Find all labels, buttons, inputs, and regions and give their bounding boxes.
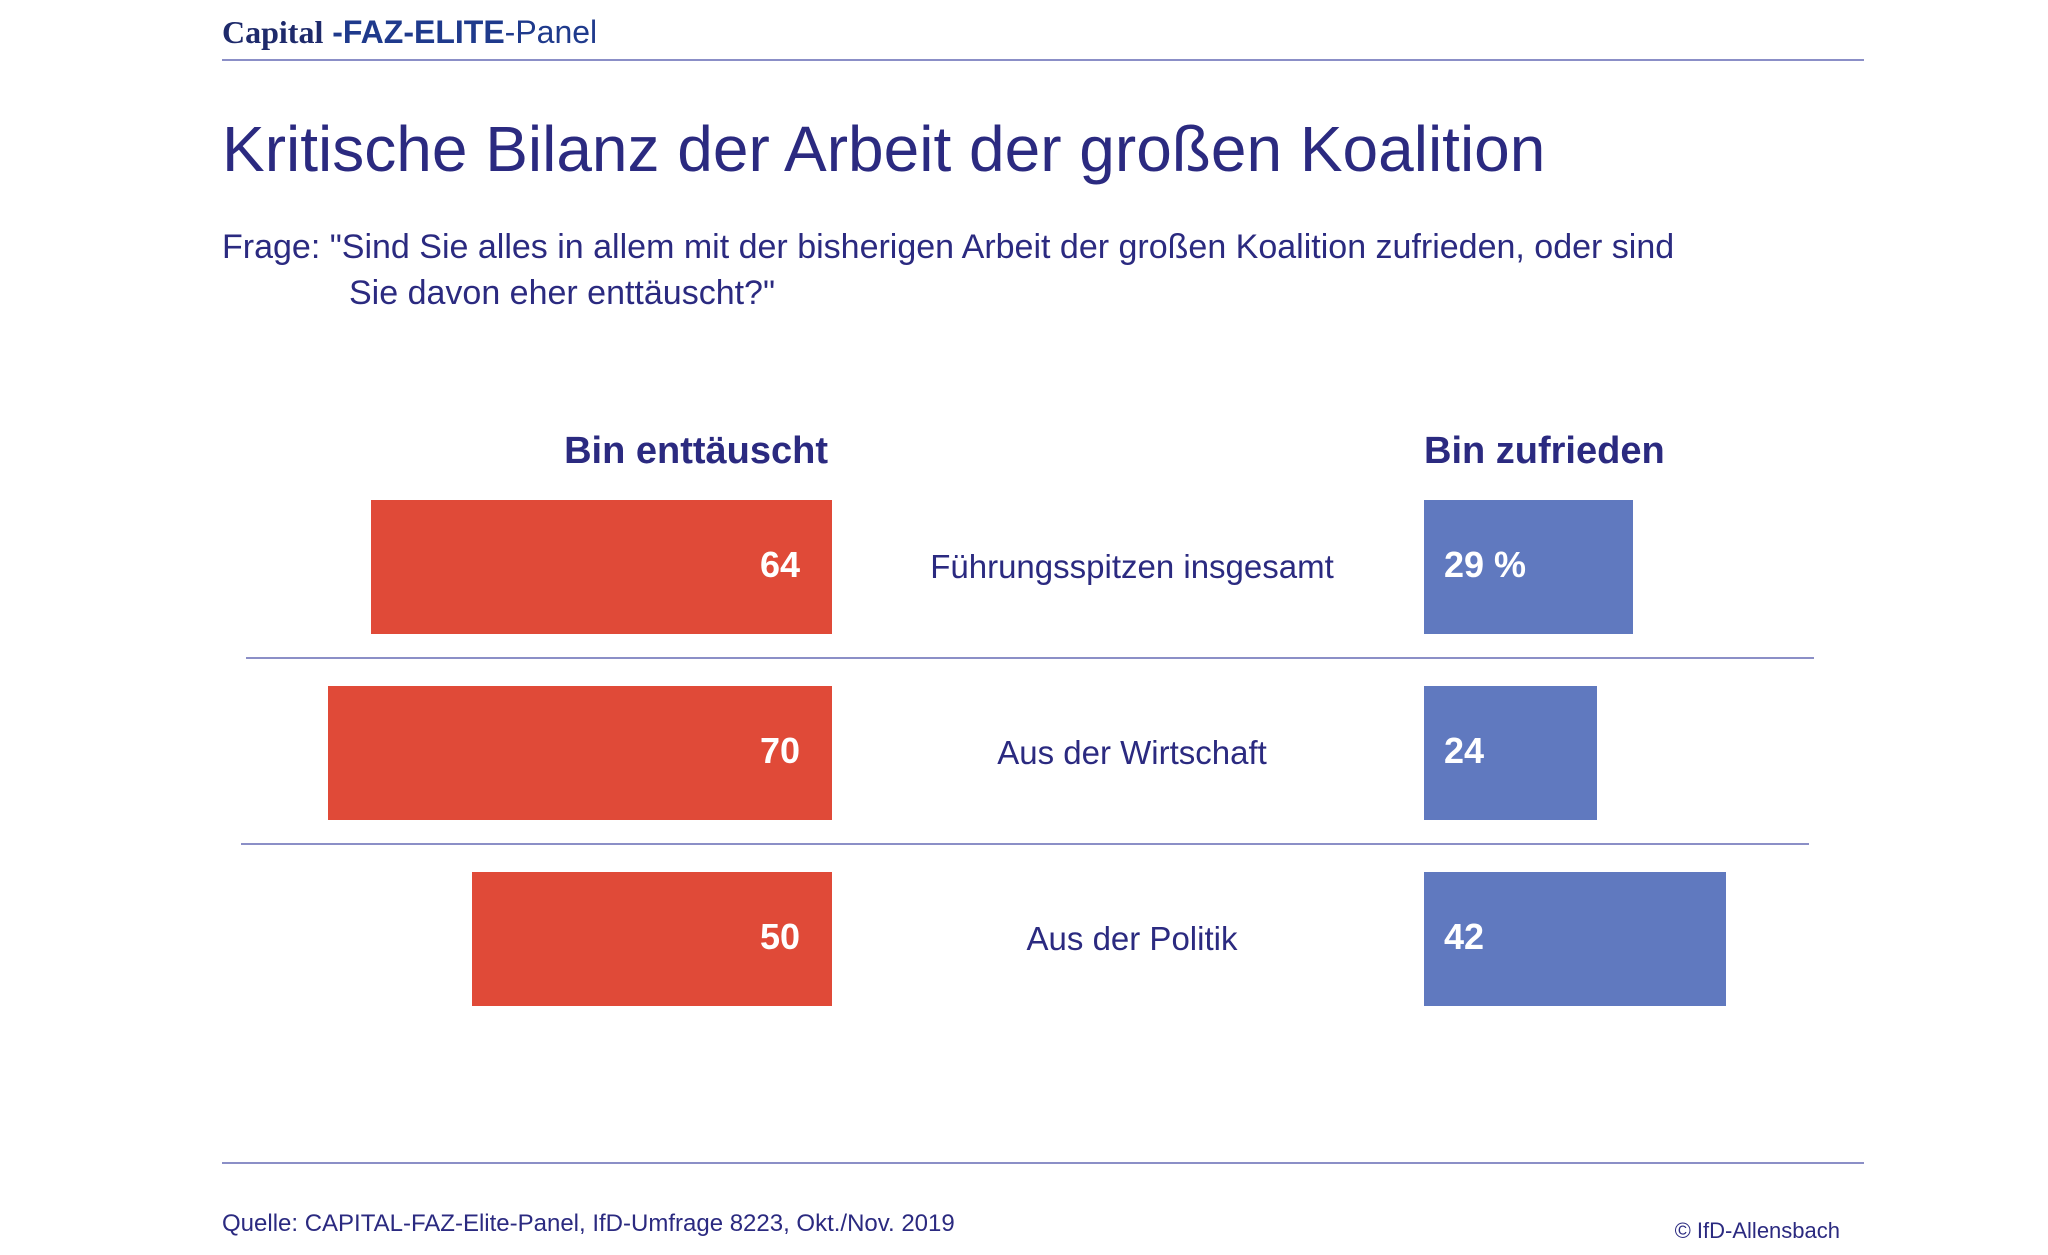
bar-satisfied-3 [1424,872,1727,1006]
survey-question: Frage: "Sind Sie alles in allem mit der … [222,224,1842,316]
bar-label-satisfied-2: 24 [1444,730,1485,771]
category-label-2: Aus der Wirtschaft [997,734,1267,771]
copyright: © IfD-Allensbach [1674,1218,1840,1243]
category-label-3: Aus der Politik [1026,920,1238,957]
category-label-1: Führungsspitzen insgesamt [930,548,1334,585]
bar-label-disappointed-3: 50 [759,916,800,957]
row-separator-1 [246,657,1814,659]
bar-label-disappointed-2: 70 [759,730,800,771]
row-separator-2 [241,843,1809,845]
brand-logo: Capital -FAZ-ELITE-Panel [222,14,597,51]
question-line-1: Frage: "Sind Sie alles in allem mit der … [222,228,1675,266]
bar-satisfied-1 [1424,500,1633,634]
bar-label-satisfied-3: 42 [1444,916,1485,957]
bar-label-satisfied-1: 29 % [1444,544,1527,585]
chart-title: Kritische Bilanz der Arbeit der großen K… [222,113,1546,185]
brand-faz-elite: -FAZ-ELITE [332,14,505,50]
question-line-2: Sie davon eher enttäuscht?" [349,274,776,312]
legend-disappointed: Bin enttäuscht [564,430,828,472]
bar-disappointed-3 [472,872,832,1006]
bottom-rule [222,1162,1864,1164]
bar-label-disappointed-1: 64 [759,544,800,585]
top-rule [222,59,1864,61]
bar-satisfied-2 [1424,686,1597,820]
bar-disappointed-2 [328,686,832,820]
source-note: Quelle: CAPITAL-FAZ-Elite-Panel, IfD-Umf… [222,1210,955,1237]
legend-satisfied: Bin zufrieden [1424,430,1665,472]
brand-panel: -Panel [504,14,598,50]
brand-capital: Capital [222,14,324,50]
bar-disappointed-1 [371,500,832,634]
